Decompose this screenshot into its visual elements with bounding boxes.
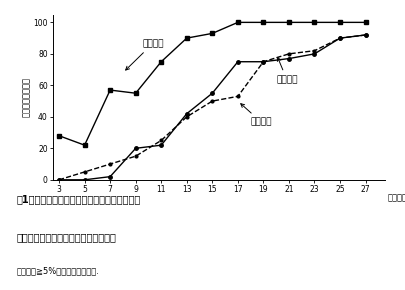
Text: （利用年）: （利用年） (388, 193, 405, 202)
Text: 出現頼度: 出現頼度 (126, 39, 164, 70)
Y-axis label: 被度・頼度（％）: 被度・頼度（％） (21, 77, 30, 117)
Text: 定着頼度: 定着頼度 (241, 104, 272, 127)
Text: 定着頼度と平均被度の経年変化: 定着頼度と平均被度の経年変化 (16, 232, 116, 242)
Text: 図1　ケンタッキーブルーグラスの出現および: 図1 ケンタッキーブルーグラスの出現および (16, 194, 141, 204)
Text: 注）被度≧5%を定着条件とした.: 注）被度≧5%を定着条件とした. (16, 267, 99, 276)
Text: 平均被度: 平均被度 (276, 57, 298, 84)
